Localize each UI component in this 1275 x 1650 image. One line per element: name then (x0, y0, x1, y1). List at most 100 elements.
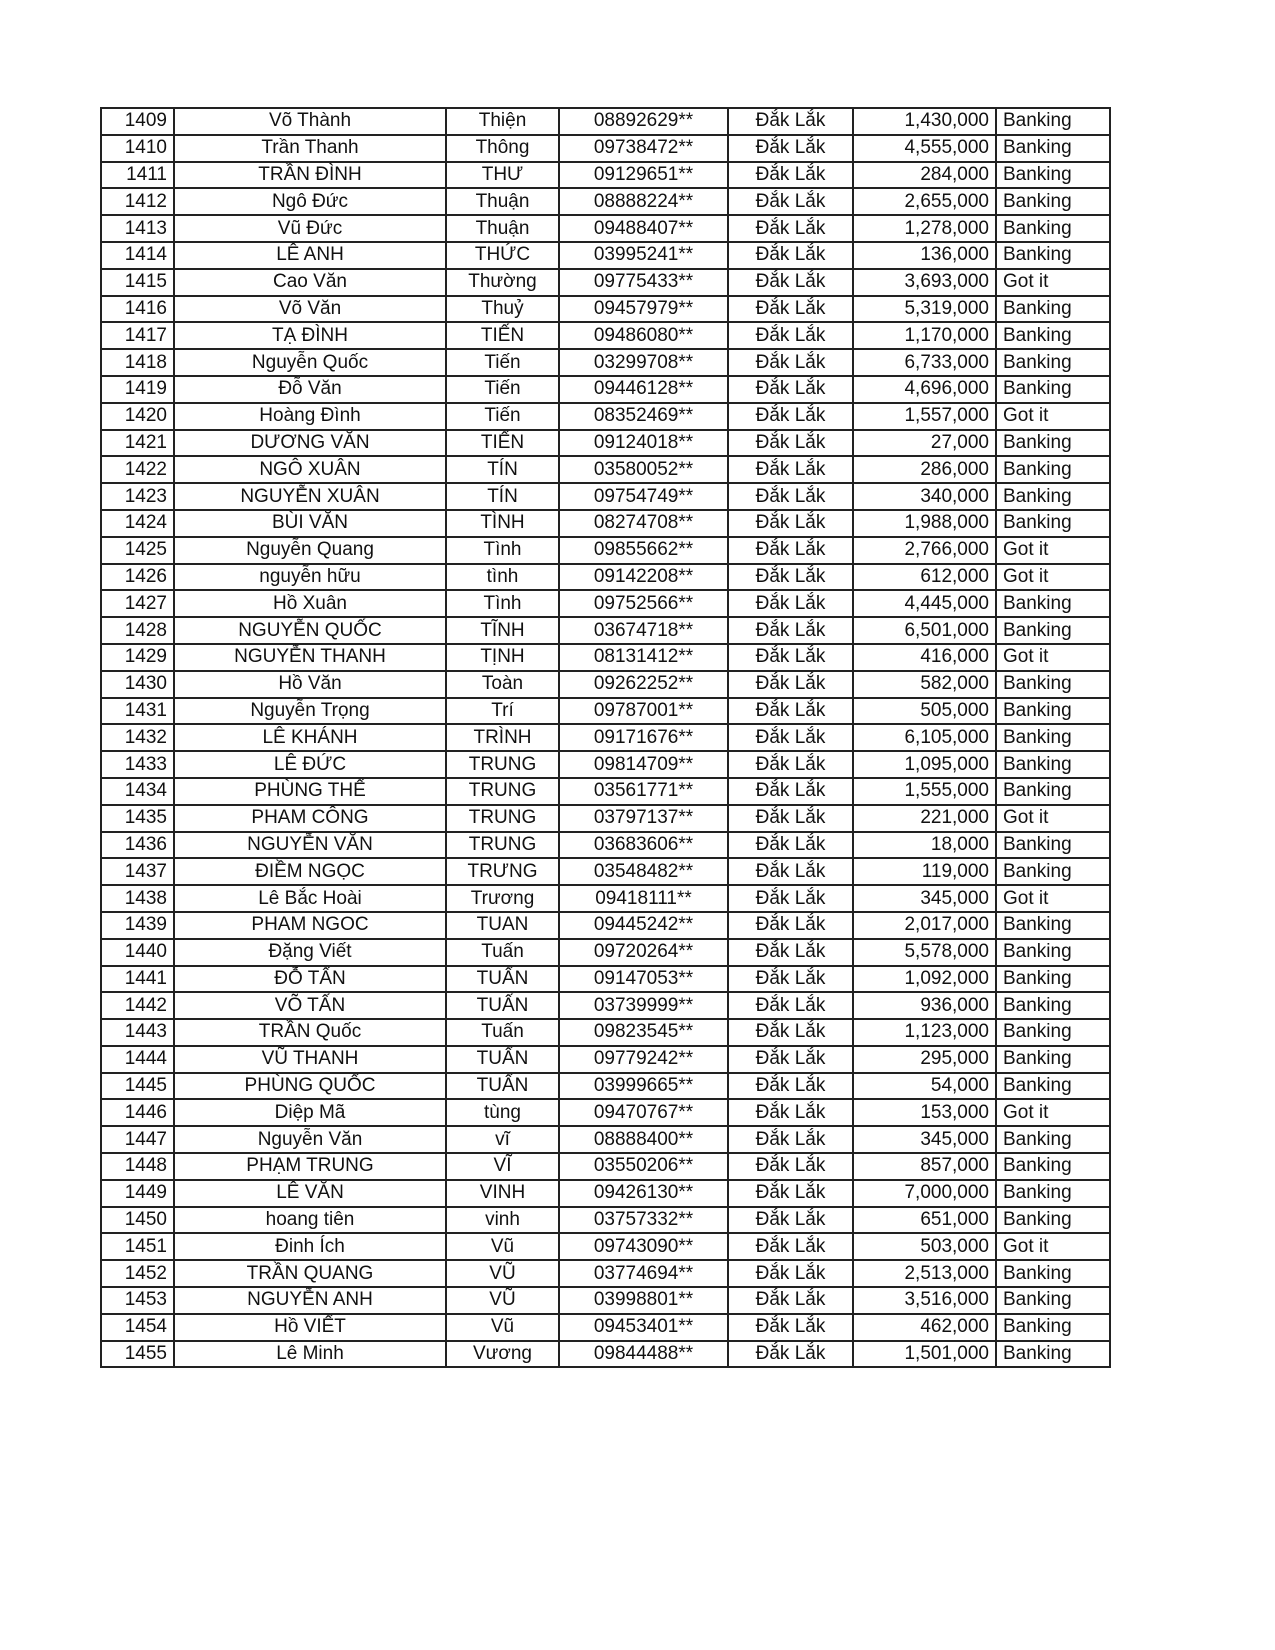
province-cell: Đắk Lắk (727, 508, 854, 538)
payment-method-cell: Got it (995, 267, 1111, 297)
first-name-cell: TRUNG (445, 803, 560, 833)
table-row: 1423 NGUYỄN XUÂN TÍN 09754749** Đắk Lắk 340,0… (100, 482, 1111, 511)
amount-cell: 462,000 (852, 1312, 997, 1342)
province-cell: Đắk Lắk (727, 803, 854, 833)
province-cell: Đắk Lắk (727, 830, 854, 860)
first-name-cell: Tiến (445, 374, 560, 404)
phone-number-cell: 09844488** (558, 1339, 729, 1369)
table-row: 1430 Hồ Văn Toàn 09262252** Đắk Lắk 582,000 Ba… (100, 669, 1111, 699)
payment-method-cell: Banking (995, 750, 1111, 779)
first-name-cell: VŨ (445, 1286, 560, 1315)
first-name-cell: TĨNH (445, 616, 560, 645)
phone-number-cell: 09453401** (558, 1312, 729, 1342)
table-row: 1440 Đặng Viết Tuấn 09720264** Đắk Lắk 5,578,… (100, 937, 1111, 967)
phone-number-cell: 03561771** (558, 776, 729, 806)
phone-number-cell: 08892629** (558, 107, 729, 136)
row-number-cell: 1429 (100, 642, 175, 672)
last-middle-name-cell: NGUYỄN ANH (173, 1286, 447, 1315)
last-middle-name-cell: PHÙNG QUỐC (173, 1071, 447, 1101)
last-middle-name-cell: TRẦN QUANG (173, 1259, 447, 1289)
payment-method-cell: Got it (995, 1232, 1111, 1262)
first-name-cell: Tuấn (445, 937, 560, 967)
last-middle-name-cell: Đỗ Văn (173, 374, 447, 404)
last-middle-name-cell: BÙI VĂN (173, 508, 447, 538)
phone-number-cell: 03757332** (558, 1205, 729, 1235)
amount-cell: 1,095,000 (852, 750, 997, 779)
row-number-cell: 1435 (100, 803, 175, 833)
phone-number-cell: 03739999** (558, 991, 729, 1021)
payment-method-cell: Banking (995, 1018, 1111, 1047)
first-name-cell: Vương (445, 1339, 560, 1369)
last-middle-name-cell: Lê Bắc Hoài (173, 884, 447, 913)
first-name-cell: TRƯNG (445, 857, 560, 887)
first-name-cell: TRUNG (445, 750, 560, 779)
table-row: 1445 PHÙNG QUỐC TUẤN 03999665** Đắk Lắk 54,00… (100, 1071, 1111, 1101)
amount-cell: 7,000,000 (852, 1178, 997, 1208)
table-row: 1453 NGUYỄN ANH VŨ 03998801** Đắk Lắk 3,516,0… (100, 1286, 1111, 1315)
row-number-cell: 1453 (100, 1286, 175, 1315)
last-middle-name-cell: Diệp Mã (173, 1098, 447, 1128)
last-middle-name-cell: LÊ KHÁNH (173, 723, 447, 753)
amount-cell: 1,092,000 (852, 964, 997, 994)
amount-cell: 3,693,000 (852, 267, 997, 297)
table-row: 1450 hoang tiên vinh 03757332** Đắk Lắk 651,0… (100, 1205, 1111, 1235)
phone-number-cell: 09142208** (558, 562, 729, 592)
last-middle-name-cell: ĐỖ TẤN (173, 964, 447, 994)
row-number-cell: 1413 (100, 214, 175, 243)
first-name-cell: TIẾN (445, 321, 560, 351)
payment-method-cell: Got it (995, 401, 1111, 431)
payment-method-cell: Banking (995, 830, 1111, 860)
province-cell: Đắk Lắk (727, 535, 854, 565)
first-name-cell: VŨ (445, 1259, 560, 1289)
amount-cell: 2,513,000 (852, 1259, 997, 1289)
row-number-cell: 1451 (100, 1232, 175, 1262)
payment-method-cell: Got it (995, 535, 1111, 565)
last-middle-name-cell: Ngô Đức (173, 187, 447, 217)
payment-method-cell: Banking (995, 964, 1111, 994)
row-number-cell: 1434 (100, 776, 175, 806)
last-middle-name-cell: DƯƠNG VĂN (173, 428, 447, 458)
amount-cell: 6,501,000 (852, 616, 997, 645)
last-middle-name-cell: Nguyễn Trọng (173, 696, 447, 726)
payment-method-cell: Banking (995, 669, 1111, 699)
province-cell: Đắk Lắk (727, 401, 854, 431)
last-middle-name-cell: NGUYỄN QUỐC (173, 616, 447, 645)
province-cell: Đắk Lắk (727, 616, 854, 645)
province-cell: Đắk Lắk (727, 669, 854, 699)
row-number-cell: 1454 (100, 1312, 175, 1342)
phone-number-cell: 08274708** (558, 508, 729, 538)
row-number-cell: 1443 (100, 1018, 175, 1047)
first-name-cell: Toàn (445, 669, 560, 699)
payment-method-cell: Banking (995, 321, 1111, 351)
row-number-cell: 1438 (100, 884, 175, 913)
phone-number-cell: 03998801** (558, 1286, 729, 1315)
payment-method-cell: Banking (995, 696, 1111, 726)
province-cell: Đắk Lắk (727, 750, 854, 779)
province-cell: Đắk Lắk (727, 1125, 854, 1155)
amount-cell: 5,319,000 (852, 294, 997, 324)
row-number-cell: 1410 (100, 133, 175, 163)
table-row: 1446 Diệp Mã tùng 09470767** Đắk Lắk 153,000 G… (100, 1098, 1111, 1128)
last-middle-name-cell: NGUYỄN THANH (173, 642, 447, 672)
payment-method-cell: Banking (995, 910, 1111, 940)
table-row: 1432 LÊ KHÁNH TRÌNH 09171676** Đắk Lắk 6,105,… (100, 723, 1111, 753)
province-cell: Đắk Lắk (727, 374, 854, 404)
payment-method-cell: Banking (995, 1125, 1111, 1155)
first-name-cell: Thuận (445, 187, 560, 217)
row-number-cell: 1439 (100, 910, 175, 940)
province-cell: Đắk Lắk (727, 240, 854, 270)
row-number-cell: 1422 (100, 455, 175, 485)
last-middle-name-cell: Võ Văn (173, 294, 447, 324)
table-row: 1417 TẠ ĐÌNH TIẾN 09486080** Đắk Lắk 1,170,00… (100, 321, 1111, 351)
table-row: 1437 ĐIỀM NGỌC TRƯNG 03548482** Đắk Lắk 119,0… (100, 857, 1111, 887)
first-name-cell: tình (445, 562, 560, 592)
province-cell: Đắk Lắk (727, 1071, 854, 1101)
phone-number-cell: 09445242** (558, 910, 729, 940)
payment-method-cell: Banking (995, 1312, 1111, 1342)
province-cell: Đắk Lắk (727, 589, 854, 619)
province-cell: Đắk Lắk (727, 723, 854, 753)
amount-cell: 2,766,000 (852, 535, 997, 565)
last-middle-name-cell: hoang tiên (173, 1205, 447, 1235)
province-cell: Đắk Lắk (727, 964, 854, 994)
amount-cell: 651,000 (852, 1205, 997, 1235)
